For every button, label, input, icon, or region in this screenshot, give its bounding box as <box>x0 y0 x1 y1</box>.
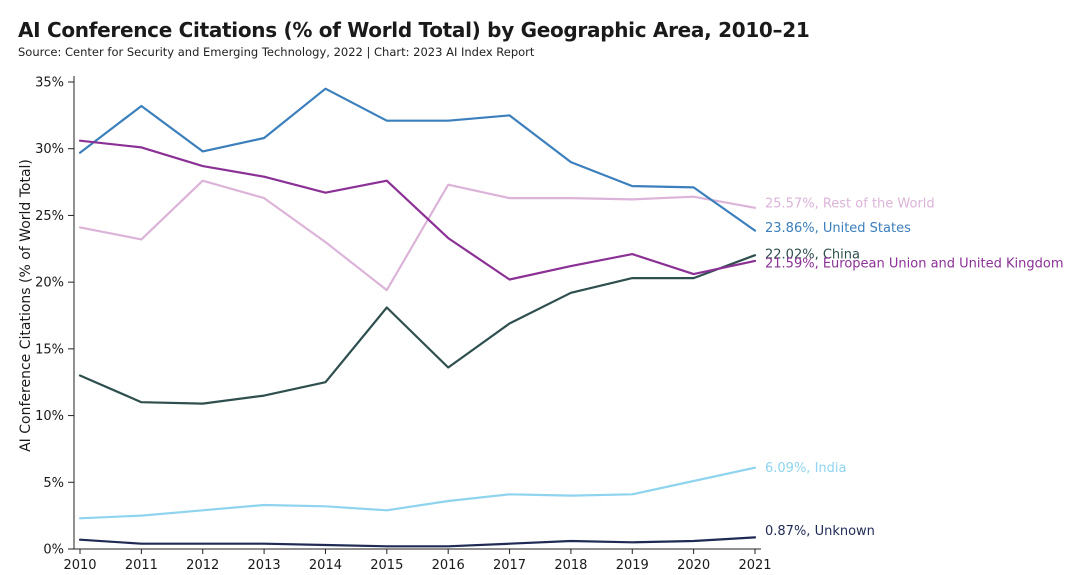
series-end-label: 23.86%, United States <box>765 221 911 236</box>
series-end-label: 25.57%, Rest of the World <box>765 196 935 211</box>
series-end-label: 21.59%, European Union and United Kingdo… <box>765 256 1064 271</box>
y-tick-label: 10% <box>35 409 64 424</box>
x-tick-label: 2016 <box>432 558 465 573</box>
x-tick-label: 2018 <box>554 558 587 573</box>
y-tick-label: 20% <box>35 276 64 291</box>
x-tick-label: 2021 <box>738 558 771 573</box>
series-line <box>78 139 757 281</box>
series-end-label: 6.09%, India <box>765 461 846 476</box>
series-end-label: 22.02%, China <box>765 248 860 263</box>
series-line <box>78 536 757 548</box>
x-tick-label: 2017 <box>493 558 526 573</box>
y-axis-title: AI Conference Citations (% of World Tota… <box>18 159 34 452</box>
x-tick-label: 2015 <box>370 558 403 573</box>
series-line <box>78 87 757 232</box>
series-end-label: 0.87%, Unknown <box>765 524 875 539</box>
chart-source: Source: Center for Security and Emerging… <box>18 45 535 59</box>
x-tick-label: 2013 <box>248 558 281 573</box>
x-tick-label: 2014 <box>309 558 342 573</box>
y-tick-label: 35% <box>35 76 64 91</box>
y-tick-label: 30% <box>35 142 64 157</box>
y-tick-label: 25% <box>35 209 64 224</box>
x-tick-label: 2019 <box>616 558 649 573</box>
x-tick-label: 2010 <box>63 558 96 573</box>
x-tick-label: 2012 <box>186 558 219 573</box>
y-tick-label: 5% <box>43 476 64 491</box>
chart-title: AI Conference Citations (% of World Tota… <box>18 18 810 42</box>
x-tick-label: 2020 <box>677 558 710 573</box>
series-line <box>78 179 757 292</box>
y-tick-label: 0% <box>43 543 64 558</box>
x-tick-label: 2011 <box>125 558 158 573</box>
series-line <box>78 466 757 520</box>
series-line <box>78 254 757 405</box>
y-tick-label: 15% <box>35 342 64 357</box>
